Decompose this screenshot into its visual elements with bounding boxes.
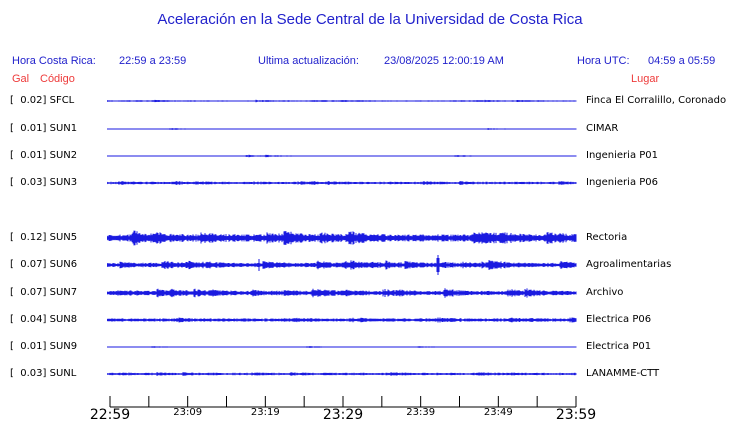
station-row-sunl: [ 0.03] SUNL LANAMME-CTT xyxy=(0,362,740,386)
last-update-value: 23/08/2025 12:00:19 AM xyxy=(384,55,504,67)
station-row-sun3: [ 0.03] SUN3 Ingenieria P06 xyxy=(0,171,740,195)
time-axis xyxy=(109,396,577,408)
station-place-label: LANAMME-CTT xyxy=(586,368,660,380)
seismogram-trace-sun6 xyxy=(107,255,577,276)
station-row-sun1: [ 0.01] SUN1 CIMAR xyxy=(0,117,740,141)
column-header-lugar: Lugar xyxy=(631,73,660,85)
column-header-codigo: Código xyxy=(40,73,75,85)
station-gal-code-label: [ 0.01] SUN9 xyxy=(10,341,78,353)
last-update-label: Ultima actualización: xyxy=(258,55,359,67)
seismogram-trace-sun5 xyxy=(107,230,577,246)
station-row-sfcl: [ 0.02] SFCL Finca El Corralillo, Coronad… xyxy=(0,89,740,113)
station-gal-code-label: [ 0.01] SUN1 xyxy=(10,122,78,134)
axis-tick-label: 22:59 xyxy=(89,407,131,423)
seismogram-trace-sun9 xyxy=(107,346,577,348)
hora-costa-rica-label: Hora Costa Rica: xyxy=(12,55,96,67)
seismogram-trace-sun2 xyxy=(107,154,577,158)
station-row-sun2: [ 0.01] SUN2 Ingenieria P01 xyxy=(0,144,740,168)
station-gal-code-label: [ 0.04] SUN8 xyxy=(10,313,78,325)
axis-tick-label: 23:39 xyxy=(406,407,436,418)
station-gal-code-label: [ 0.01] SUN2 xyxy=(10,150,78,161)
column-header-gal: Gal xyxy=(12,73,30,85)
station-place-label: Electrica P01 xyxy=(586,341,652,353)
station-place-label: Agroalimentarias xyxy=(586,259,672,271)
station-row-sun5: [ 0.12] SUN5 Rectoria xyxy=(0,226,740,250)
station-gal-code-label: [ 0.03] SUN3 xyxy=(10,177,78,189)
station-place-label: CIMAR xyxy=(586,122,619,134)
axis-tick-label: 23:59 xyxy=(555,407,597,423)
seismogram-trace-sun8 xyxy=(107,317,577,323)
station-place-label: Archivo xyxy=(586,286,624,298)
station-gal-code-label: [ 0.07] SUN6 xyxy=(10,259,78,271)
station-row-sun6: [ 0.07] SUN6 Agroalimentarias xyxy=(0,253,740,277)
station-row-sun9: [ 0.01] SUN9 Electrica P01 xyxy=(0,335,740,359)
station-place-label: Rectoria xyxy=(586,231,628,243)
station-gal-code-label: [ 0.07] SUN7 xyxy=(10,286,78,298)
station-gal-code-label: [ 0.03] SUNL xyxy=(10,368,77,380)
station-gal-code-label: [ 0.02] SFCL xyxy=(10,95,75,107)
axis-tick-label: 23:49 xyxy=(483,407,513,418)
seismogram-trace-sun7 xyxy=(107,287,577,298)
axis-tick-label: 23:19 xyxy=(250,407,280,418)
seismogram-trace-sun3 xyxy=(107,181,577,186)
axis-tick-label: 23:29 xyxy=(322,407,364,423)
station-place-label: Electrica P06 xyxy=(586,313,652,325)
station-gal-code-label: [ 0.12] SUN5 xyxy=(10,231,78,243)
seismogram-trace-sfcl xyxy=(107,100,577,103)
station-row-sun8: [ 0.04] SUN8 Electrica P06 xyxy=(0,308,740,332)
seismogram-trace-sun1 xyxy=(107,127,577,130)
station-place-label: Ingenieria P06 xyxy=(586,177,659,189)
station-row-sun7: [ 0.07] SUN7 Archivo xyxy=(0,281,740,305)
station-place-label: Finca El Corralillo, Coronado xyxy=(586,95,727,107)
hora-utc-value: 04:59 a 05:59 xyxy=(648,55,716,67)
hora-costa-rica-value: 22:59 a 23:59 xyxy=(119,55,187,67)
hora-utc-label: Hora UTC: xyxy=(577,55,630,67)
seismogram-trace-sunl xyxy=(107,372,577,377)
page-title: Aceleración en la Sede Central de la Uni… xyxy=(157,11,583,28)
axis-tick-label: 23:09 xyxy=(173,407,203,418)
station-place-label: Ingenieria P01 xyxy=(586,150,659,161)
